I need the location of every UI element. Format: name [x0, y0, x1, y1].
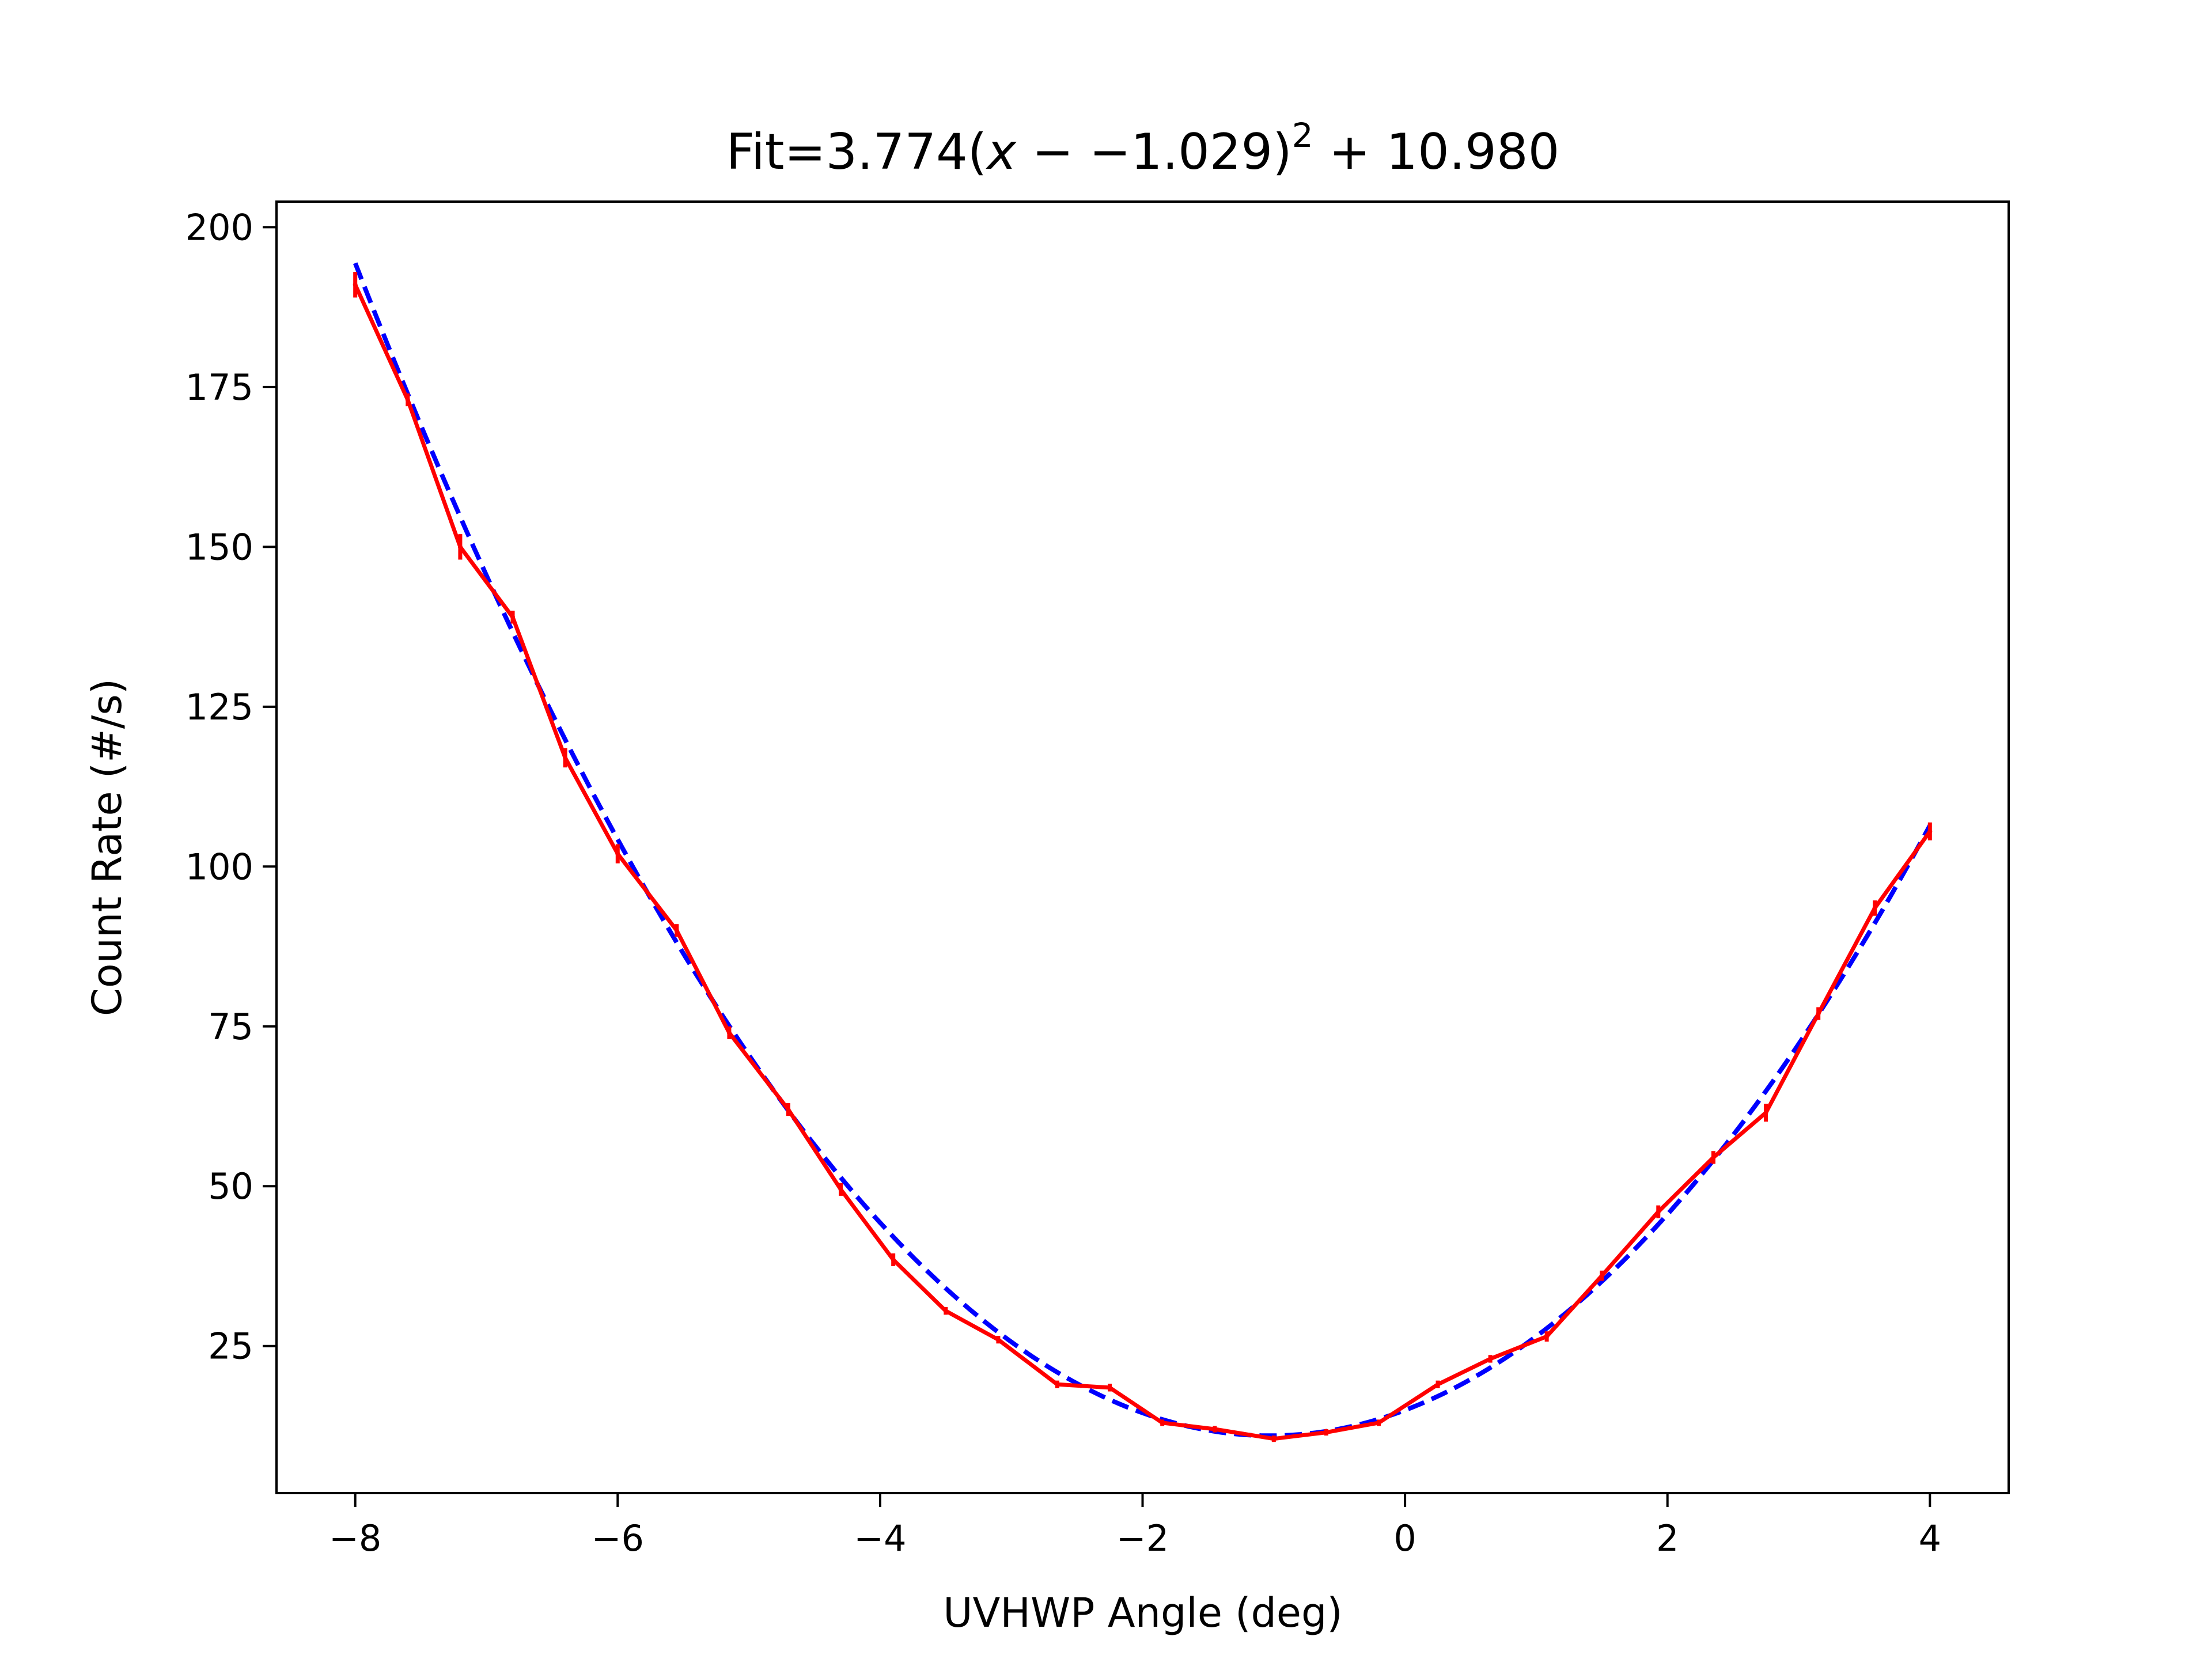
data-point: [615, 851, 620, 857]
data-point: [1599, 1273, 1604, 1278]
data-point: [1055, 1382, 1060, 1387]
y-tick-label: 175: [185, 366, 253, 408]
y-tick-label: 75: [208, 1006, 253, 1048]
x-axis-ticks: −8 −6 −4 −2 0 2 4: [329, 1493, 1941, 1559]
data-point: [457, 544, 463, 550]
data-point: [838, 1187, 843, 1192]
data-point: [786, 1107, 791, 1112]
data-point: [1544, 1334, 1550, 1339]
plot-content: [353, 262, 1933, 1442]
y-axis-ticks: 25 50 75 100 125 150 175 200: [185, 206, 276, 1368]
data-point: [943, 1308, 948, 1313]
x-tick-label: −8: [329, 1517, 381, 1559]
y-tick-label: 100: [185, 846, 253, 888]
data-point: [1435, 1382, 1441, 1387]
x-tick-label: −6: [592, 1517, 644, 1559]
data-point: [1816, 1011, 1821, 1016]
x-tick-label: −4: [854, 1517, 906, 1559]
y-tick-label: 50: [208, 1165, 253, 1207]
data-point: [1711, 1155, 1716, 1160]
data-point: [1212, 1427, 1217, 1432]
data-point: [1656, 1209, 1661, 1214]
data-point: [1927, 829, 1933, 834]
data-point: [891, 1257, 896, 1262]
data-point: [674, 928, 679, 933]
y-axis-label: Count Rate (#/s): [84, 679, 131, 1016]
data-point: [405, 397, 410, 403]
data-point: [1107, 1385, 1112, 1390]
y-tick-label: 200: [185, 206, 253, 248]
data-point: [995, 1337, 1001, 1342]
x-tick-label: −2: [1116, 1517, 1169, 1559]
data-point: [726, 1030, 732, 1035]
chart-title: Fit=3.774(x − −1.029)2 + 10.980: [726, 116, 1560, 181]
data-point: [563, 755, 568, 760]
data-point: [1376, 1420, 1381, 1425]
plot-frame: [275, 200, 2010, 1494]
data-point: [1763, 1110, 1768, 1115]
x-tick-label: 2: [1656, 1517, 1679, 1559]
data-point: [1160, 1420, 1165, 1425]
data-point: [510, 615, 516, 620]
data-point: [1872, 906, 1877, 911]
x-axis-label: UVHWP Angle (deg): [943, 1589, 1342, 1637]
data-point: [1324, 1430, 1329, 1435]
data-point: [353, 282, 358, 287]
x-tick-label: 4: [1919, 1517, 1941, 1559]
y-tick-label: 125: [185, 686, 253, 728]
y-tick-label: 150: [185, 526, 253, 568]
x-tick-label: 0: [1393, 1517, 1416, 1559]
data-line: [353, 283, 1932, 1441]
fit-curve: [353, 262, 1932, 1438]
data-point: [1488, 1356, 1493, 1361]
data-point: [1271, 1436, 1277, 1441]
y-tick-label: 25: [208, 1325, 253, 1368]
